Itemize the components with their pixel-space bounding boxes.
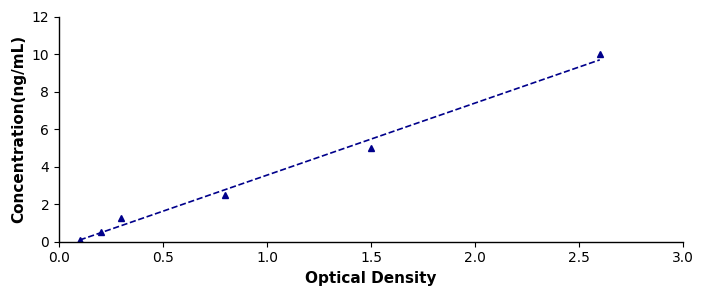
Y-axis label: Concentration(ng/mL): Concentration(ng/mL) — [11, 35, 26, 223]
X-axis label: Optical Density: Optical Density — [305, 271, 436, 286]
